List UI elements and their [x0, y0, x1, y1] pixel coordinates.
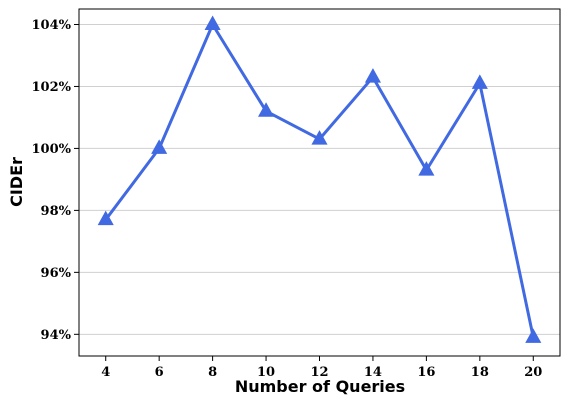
x-tick-label: 16 [417, 365, 435, 380]
x-tick-label: 4 [101, 365, 110, 380]
data-series [97, 15, 542, 343]
data-point-marker [471, 74, 488, 89]
grid-lines [79, 23, 560, 335]
y-tick-label: 104% [32, 18, 72, 33]
y-tick-label: 100% [32, 142, 72, 157]
y-axis-ticks: 94% 96% 98% 100% 102% 104% [32, 18, 79, 343]
plot-frame [78, 8, 561, 357]
x-tick-label: 14 [364, 365, 382, 380]
y-axis-label: CIDEr [7, 157, 26, 207]
x-tick-label: 12 [310, 365, 328, 380]
x-tick-label: 8 [208, 365, 217, 380]
x-axis-ticks: 4 6 8 10 12 14 16 18 20 [101, 356, 542, 380]
series-line [104, 23, 535, 338]
data-point-marker [418, 161, 435, 176]
data-point-marker [97, 210, 114, 226]
x-tick-label: 6 [155, 365, 164, 380]
data-point-marker [311, 130, 328, 145]
x-axis-label: Number of Queries [235, 377, 405, 396]
x-tick-label: 20 [524, 365, 542, 380]
y-tick-label: 94% [41, 328, 72, 343]
data-point-marker [525, 328, 542, 343]
y-tick-label: 102% [32, 80, 72, 95]
data-point-marker [364, 68, 381, 83]
x-tick-label: 10 [257, 365, 275, 380]
y-tick-label: 98% [41, 204, 72, 219]
y-tick-label: 96% [41, 266, 72, 281]
data-point-marker [151, 139, 168, 154]
x-tick-label: 18 [471, 365, 489, 380]
data-point-marker [204, 15, 221, 30]
data-point-marker [258, 102, 275, 117]
